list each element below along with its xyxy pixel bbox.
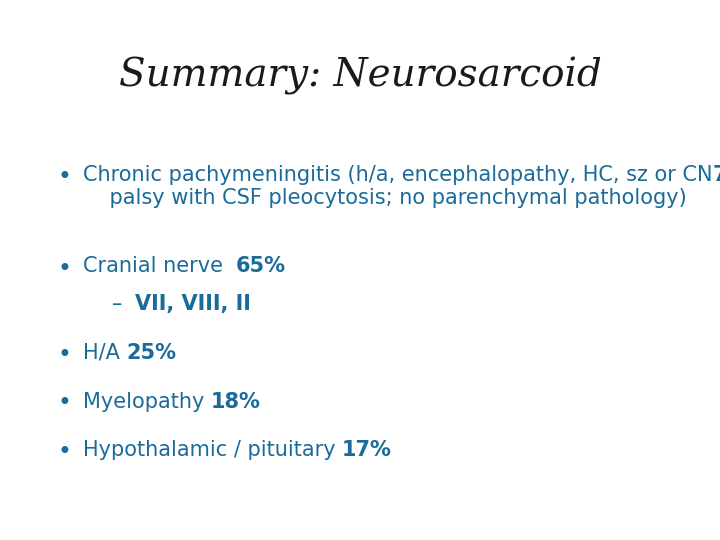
- Text: VII, VIII, II: VII, VIII, II: [135, 294, 251, 314]
- Text: 25%: 25%: [126, 343, 176, 363]
- Text: –: –: [112, 294, 135, 314]
- Text: •: •: [58, 392, 71, 415]
- Text: Summary: Neurosarcoid: Summary: Neurosarcoid: [119, 57, 601, 94]
- Text: •: •: [58, 440, 71, 464]
- Text: Cranial nerve: Cranial nerve: [83, 256, 236, 276]
- Text: H/A: H/A: [83, 343, 126, 363]
- Text: •: •: [58, 343, 71, 367]
- Text: 18%: 18%: [211, 392, 261, 411]
- Text: 65%: 65%: [236, 256, 286, 276]
- Text: 77%: 77%: [712, 165, 720, 185]
- Text: •: •: [58, 165, 71, 188]
- Text: Chronic pachymeningitis (h/a, encephalopathy, HC, sz or CN
    palsy with CSF pl: Chronic pachymeningitis (h/a, encephalop…: [83, 165, 712, 208]
- Text: •: •: [58, 256, 71, 280]
- Text: 17%: 17%: [342, 440, 392, 460]
- Text: Myelopathy: Myelopathy: [83, 392, 211, 411]
- Text: Hypothalamic / pituitary: Hypothalamic / pituitary: [83, 440, 342, 460]
